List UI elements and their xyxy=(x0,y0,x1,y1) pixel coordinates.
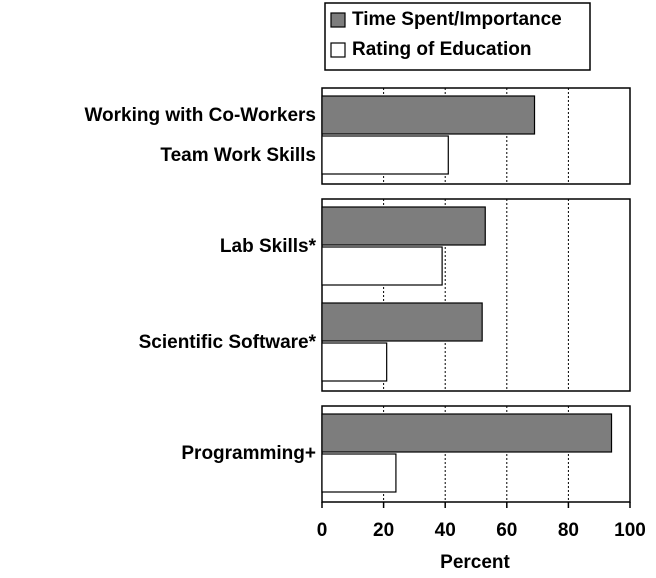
legend-label: Rating of Education xyxy=(352,39,531,60)
bar xyxy=(321,206,486,246)
bar xyxy=(321,246,443,286)
bar xyxy=(321,95,536,135)
x-axis-label: Percent xyxy=(440,552,510,573)
legend-swatch xyxy=(330,42,346,58)
legend-label: Time Spent/Importance xyxy=(352,9,562,30)
bar xyxy=(321,342,388,382)
category-label: Lab Skills* xyxy=(220,236,317,257)
legend-box xyxy=(324,2,591,71)
bar xyxy=(321,413,613,453)
x-tick-label: 20 xyxy=(373,520,394,541)
x-tick-label: 80 xyxy=(558,520,579,541)
category-label: Programming+ xyxy=(181,443,316,464)
bar xyxy=(321,453,397,493)
category-label: Working with Co-Workers xyxy=(84,105,316,126)
category-label: Scientific Software* xyxy=(139,332,317,353)
x-tick-label: 60 xyxy=(496,520,517,541)
x-tick-label: 40 xyxy=(435,520,456,541)
panel-frame xyxy=(321,198,631,392)
category-label: Team Work Skills xyxy=(160,145,316,166)
bar xyxy=(321,135,449,175)
bar xyxy=(321,302,483,342)
legend-swatch xyxy=(330,12,346,28)
x-tick-label: 0 xyxy=(317,520,328,541)
x-tick-label: 100 xyxy=(614,520,646,541)
